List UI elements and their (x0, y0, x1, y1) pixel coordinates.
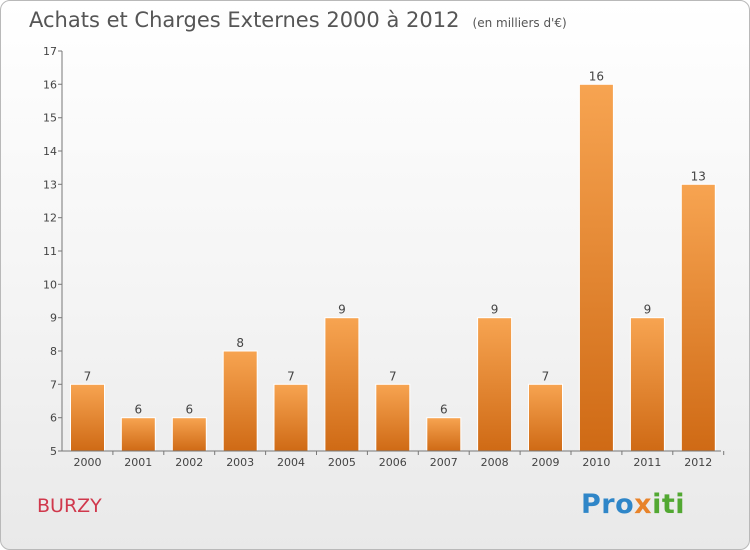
data-label-2002: 6 (185, 403, 193, 417)
data-label-2007: 6 (440, 403, 448, 417)
logo-part-1: Pro (581, 489, 635, 520)
bar-2000 (70, 383, 105, 452)
y-tick-label-10: 10 (43, 278, 57, 291)
x-tick-label-2011: 2011 (633, 456, 661, 469)
y-tick-label-16: 16 (43, 78, 57, 91)
data-label-2000: 7 (84, 369, 92, 383)
data-label-2010: 16 (589, 69, 604, 83)
data-label-2003: 8 (236, 336, 244, 350)
data-label-2012: 13 (691, 169, 706, 183)
bar-2010 (578, 83, 614, 452)
logo-part-3: iti (652, 489, 685, 520)
x-tick-label-2006: 2006 (379, 456, 407, 469)
y-tick-label-15: 15 (43, 112, 57, 125)
x-tick-label-2012: 2012 (684, 456, 712, 469)
bar-2007 (426, 417, 462, 452)
x-tick-label-2004: 2004 (277, 456, 305, 469)
chart-subtitle: (en milliers d'€) (472, 16, 567, 30)
y-tick-label-5: 5 (50, 445, 57, 458)
data-label-2009: 7 (542, 369, 550, 383)
bar-2012 (680, 183, 716, 452)
y-tick-label-7: 7 (50, 378, 57, 391)
data-label-2008: 9 (491, 303, 499, 317)
x-tick-label-2003: 2003 (226, 456, 254, 469)
data-label-2004: 7 (287, 369, 295, 383)
x-tick-label-2001: 2001 (124, 456, 152, 469)
proxiti-logo[interactable]: Proxiti (581, 489, 685, 520)
x-tick-label-2009: 2009 (532, 456, 560, 469)
y-tick-label-17: 17 (43, 45, 57, 58)
bar-2002 (171, 417, 207, 452)
chart-title-text: Achats et Charges Externes 2000 à 2012 (29, 8, 460, 32)
x-tick-label-2008: 2008 (481, 456, 509, 469)
y-tick-label-12: 12 (43, 212, 57, 225)
data-label-2001: 6 (134, 403, 142, 417)
data-label-2005: 9 (338, 303, 346, 317)
y-tick-label-8: 8 (50, 345, 57, 358)
x-tick-label-2000: 2000 (74, 456, 102, 469)
y-tick-label-9: 9 (50, 312, 57, 325)
x-tick-label-2002: 2002 (175, 456, 203, 469)
x-tick-label-2005: 2005 (328, 456, 356, 469)
logo-part-2: x (634, 489, 653, 520)
bar-2008 (477, 317, 513, 452)
y-tick-label-6: 6 (50, 412, 57, 425)
bar-2005 (324, 317, 360, 452)
x-tick-label-2010: 2010 (582, 456, 610, 469)
bar-2003 (222, 350, 258, 452)
bar-2009 (528, 383, 563, 452)
data-label-2006: 7 (389, 369, 397, 383)
bar-2001 (120, 417, 156, 452)
commune-name: BURZY (37, 495, 102, 517)
y-tick-label-11: 11 (43, 245, 57, 258)
y-tick-label-13: 13 (43, 178, 57, 191)
y-tick-label-14: 14 (43, 145, 57, 158)
chart-title: Achats et Charges Externes 2000 à 2012 (… (29, 8, 567, 32)
data-label-2011: 9 (644, 303, 652, 317)
x-tick-label-2007: 2007 (430, 456, 458, 469)
bar-2006 (375, 383, 411, 452)
bar-2004 (273, 383, 309, 452)
bar-2011 (629, 317, 665, 452)
